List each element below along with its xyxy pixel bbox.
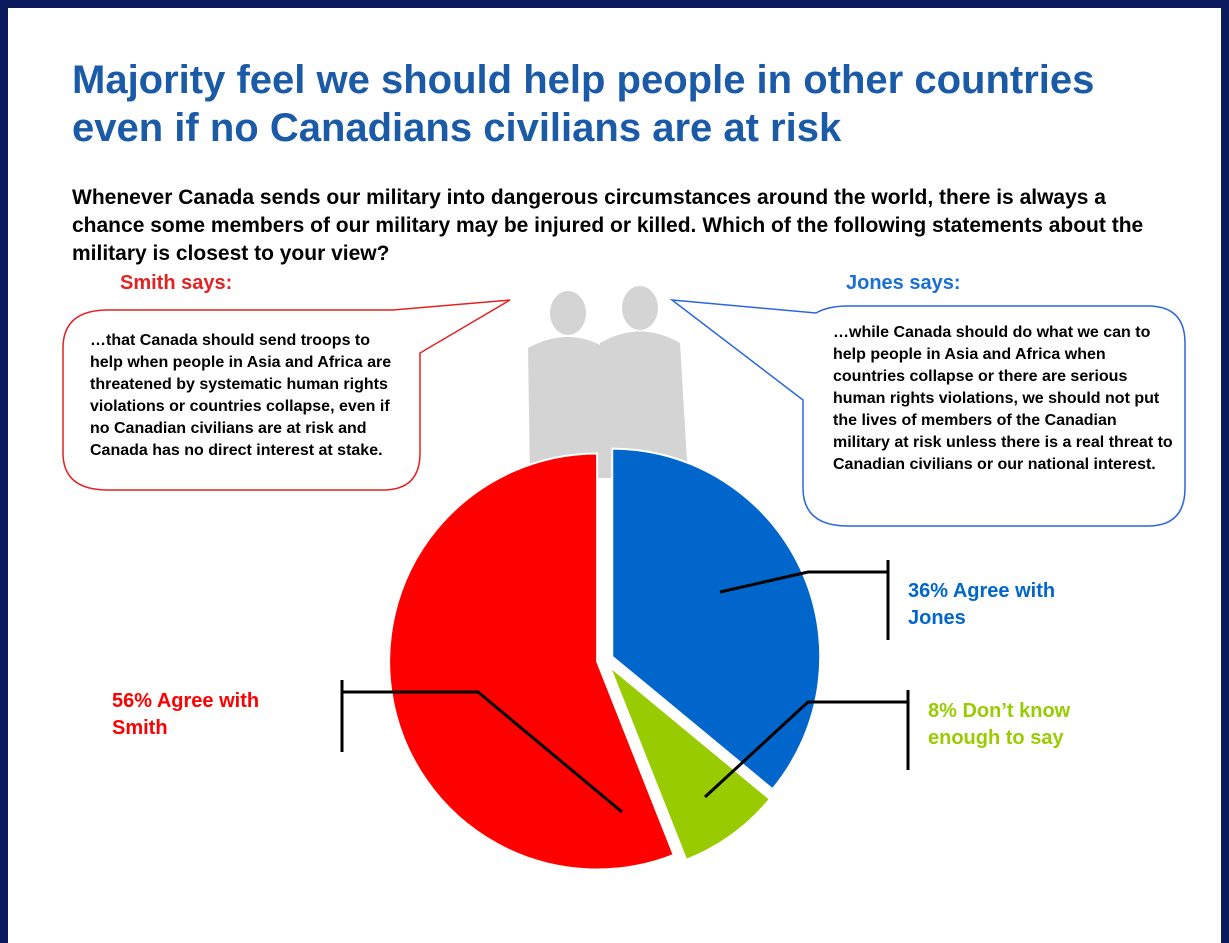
pie-slice [608,665,772,862]
smith-text: …that Canada should send troops to help … [90,332,392,459]
question: Whenever Canada sends our military into … [72,186,1144,265]
smith-heading: Smith says: [120,272,233,294]
smith-bubble [62,299,511,491]
figures-image [528,286,688,478]
slice-label: 8% Don’t know enough to say [928,700,1071,749]
chart [62,286,1186,871]
jones-text: …while Canada should do what we can to h… [833,324,1173,473]
pie [388,447,822,871]
slice-label: 36% Agree with Jones [908,580,1056,629]
jones-heading: Jones says: [846,272,961,294]
title: Majority feel we should help people in o… [72,58,1095,150]
leader-lines [340,560,910,814]
pie-slice [611,447,822,791]
pie-slice [388,452,676,871]
slice-label: 56% Agree with Smith [112,690,260,739]
jones-bubble [669,299,1186,527]
